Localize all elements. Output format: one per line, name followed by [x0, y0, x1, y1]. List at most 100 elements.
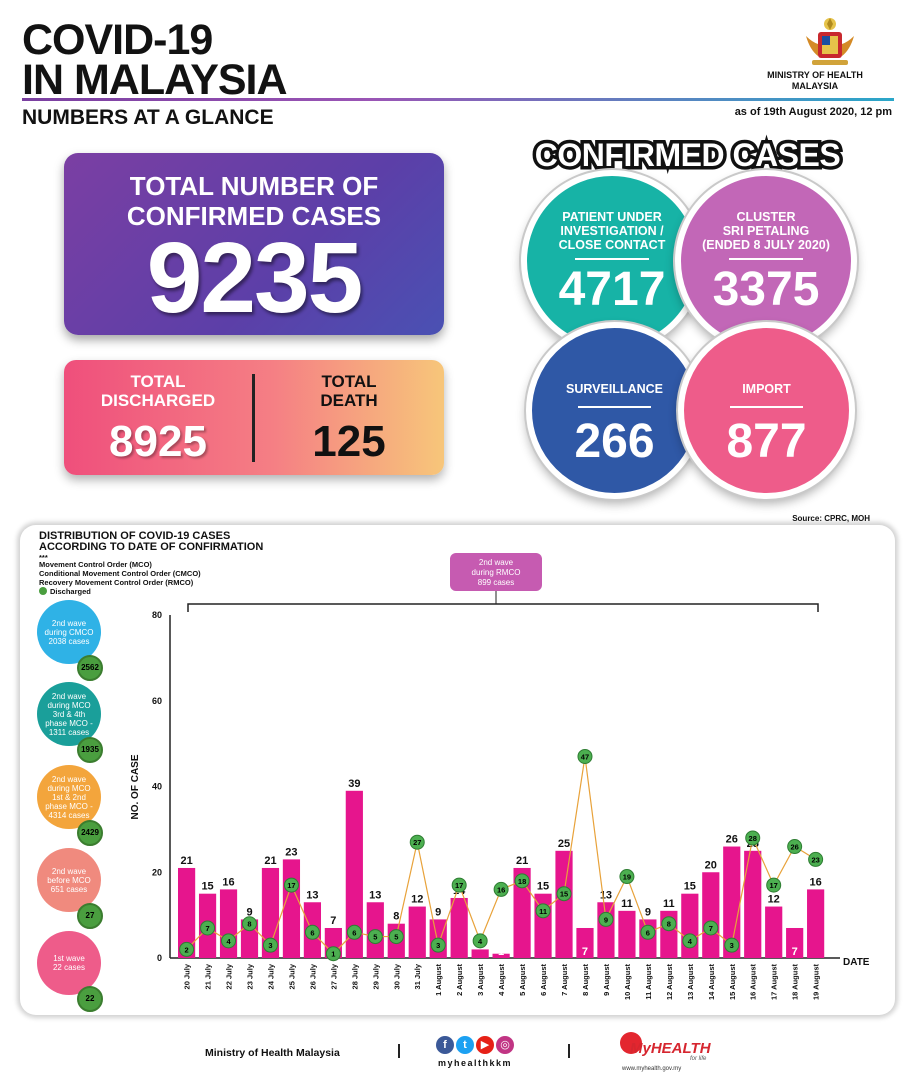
bar-value-label: 39 — [348, 778, 360, 790]
bar-value-label: 21 — [264, 855, 276, 867]
discharged-point — [325, 946, 341, 962]
source-label: Source: CPRC, MOH — [792, 514, 870, 523]
rmco-line1: 2nd wave — [478, 558, 514, 567]
cluster-line3: (ENDED 8 JULY 2020) — [702, 238, 830, 252]
wave-bubble-text: 651 cases — [50, 884, 88, 894]
x-tick-label: 7 August — [560, 964, 569, 996]
discharged-point — [367, 929, 383, 945]
discharged-point — [304, 924, 320, 940]
total-label-line2: CONFIRMED CASES — [126, 201, 382, 231]
discharged-point — [787, 839, 803, 855]
bar-value-label: 13 — [306, 889, 318, 901]
x-tick-label: 22 July — [225, 963, 234, 989]
legend-cmco: Conditional Movement Control Order (CMCO… — [39, 569, 201, 578]
x-axis-label: DATE — [843, 957, 870, 968]
facebook-icon[interactable]: f — [436, 1036, 454, 1054]
discharged-point — [200, 920, 216, 936]
discharged-point — [640, 924, 656, 940]
wave-bubble: 2nd wave before MCO 651 cases — [37, 848, 101, 912]
case-bar — [723, 846, 741, 958]
surveillance-circle: SURVEILLANCE 266 — [526, 322, 703, 499]
pui-divider — [574, 258, 650, 260]
discharged-value-label: 11 — [539, 907, 547, 916]
instagram-icon[interactable]: ◎ — [496, 1036, 514, 1054]
discharged-point — [262, 937, 278, 953]
discharged-point — [619, 869, 635, 885]
discharged-label: TOTAL DISCHARGED — [78, 372, 238, 410]
cluster-circle: CLUSTER SRI PETALING (ENDED 8 JULY 2020)… — [675, 170, 857, 352]
discharged-value-label: 17 — [455, 881, 463, 890]
x-tick-label: 29 July — [371, 963, 380, 989]
wave-bubble-text: 1st & 2nd — [52, 792, 86, 802]
footer-divider-1 — [398, 1044, 400, 1058]
discharged-point — [703, 920, 719, 936]
case-bar — [576, 927, 594, 958]
x-tick-label: 3 August — [476, 964, 485, 996]
total-label-line1: TOTAL NUMBER OF — [129, 171, 379, 201]
twitter-icon[interactable]: t — [456, 1036, 474, 1054]
x-tick-label: 25 July — [287, 963, 296, 989]
case-bar — [681, 893, 699, 958]
wave-bubble: 2nd wave during CMCO 2038 cases — [37, 600, 101, 664]
wave-discharged-badge: 27 — [77, 903, 103, 929]
x-tick-label: 13 August — [686, 964, 695, 1000]
x-tick-label: 19 August — [812, 964, 821, 1000]
surveillance-divider — [578, 406, 651, 408]
wave-bubble: 2nd wave during MCO 1st & 2nd phase MCO -43… — [37, 765, 101, 829]
case-bar — [618, 910, 636, 958]
case-bar — [492, 953, 510, 958]
rmco-line2: during RMCO — [471, 568, 521, 577]
discharged-value-label: 3 — [436, 941, 440, 950]
y-tick-label: 20 — [152, 867, 162, 877]
cluster-value: 3375 — [712, 263, 820, 316]
case-bar — [471, 949, 489, 958]
bar-value-label: 12 — [768, 894, 780, 906]
case-bar — [282, 859, 301, 958]
discharged-point — [346, 924, 362, 940]
total-confirmed-card: TOTAL NUMBER OF CONFIRMED CASES 9235 — [64, 153, 444, 335]
bar-value-label: 15 — [537, 881, 549, 893]
wave-bubble-text: 2nd wave — [51, 691, 87, 701]
bar-value-label: 11 — [621, 898, 633, 910]
x-tick-label: 27 July — [329, 963, 338, 989]
bar-value-label: 9 — [246, 906, 252, 918]
myhealth-figure-icon — [620, 1032, 642, 1054]
discharged-point — [472, 933, 488, 949]
discharged-point — [388, 929, 404, 945]
discharged-value-label: 6 — [646, 928, 650, 937]
bar-value-label: 7 — [330, 915, 336, 927]
x-tick-label: 4 August — [497, 964, 506, 996]
myhealth-name: MyHEALTH — [630, 1040, 711, 1057]
wave-discharged-badge: 2562 — [77, 655, 103, 681]
discharged-value-label: 8 — [247, 920, 251, 929]
case-bar — [807, 889, 825, 958]
x-tick-label: 16 August — [749, 964, 758, 1000]
case-bar — [408, 906, 426, 958]
youtube-icon[interactable]: ▶ — [476, 1036, 494, 1054]
discharged-value-label: 23 — [811, 855, 819, 864]
legend-rmco: Recovery Movement Control Order (RMCO) — [39, 578, 194, 587]
wave-bubble-text: before MCO — [47, 875, 91, 885]
as-of-date: as of 19th August 2020, 12 pm — [734, 106, 892, 118]
pui-circle: PATIENT UNDER INVESTIGATION / CLOSE CONT… — [521, 170, 703, 352]
discharged-line — [186, 756, 816, 955]
x-tick-label: 17 August — [770, 964, 779, 1000]
bar-value-label: 13 — [369, 889, 381, 901]
bar-value-label: 21 — [516, 855, 528, 867]
bar-value-label: 15 — [201, 881, 213, 893]
discharged-value-label: 2 — [185, 945, 189, 954]
case-bar — [786, 927, 804, 958]
chart-title-line2: ACCORDING TO DATE OF CONFIRMATION — [39, 541, 264, 553]
x-tick-label: 28 July — [350, 963, 359, 989]
discharged-value-label: 26 — [790, 843, 798, 852]
surveillance-value: 266 — [574, 415, 655, 468]
social-handle[interactable]: myhealthkkm — [438, 1058, 513, 1068]
social-icons: f t ▶ ◎ — [436, 1035, 516, 1054]
discharged-point — [577, 748, 593, 764]
myhealth-tagline: for life — [690, 1056, 707, 1062]
discharged-value-label: 9 — [604, 915, 608, 924]
bar-value-label: 21 — [180, 855, 192, 867]
title-line1: COVID-19 — [22, 16, 213, 64]
case-bar — [555, 850, 573, 958]
